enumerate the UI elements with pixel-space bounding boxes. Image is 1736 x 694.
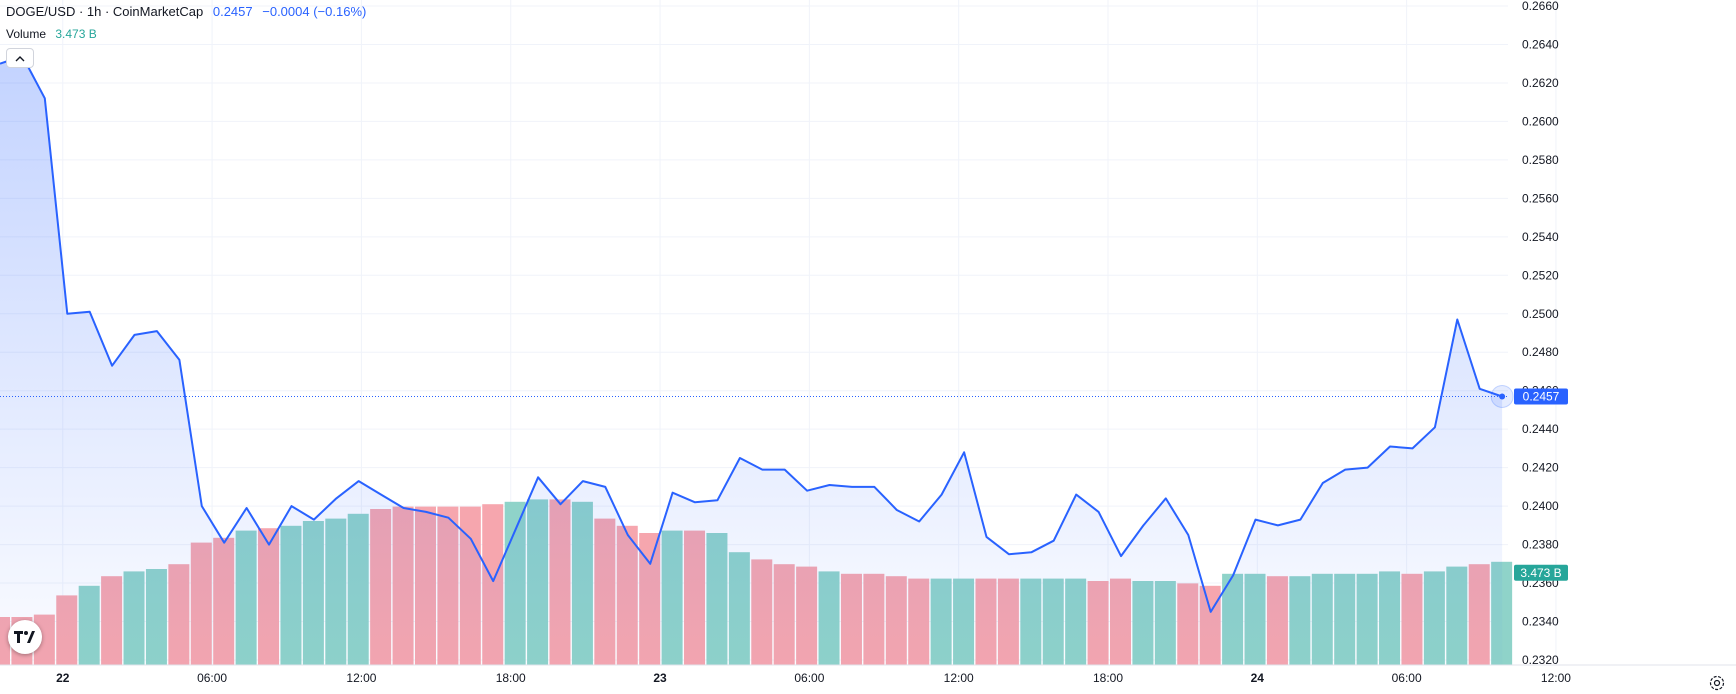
y-tick-label: 0.2440 [1522, 422, 1559, 436]
price-change: −0.0004 (−0.16%) [262, 4, 367, 19]
y-tick-label: 0.2660 [1522, 0, 1559, 13]
x-tick-label: 18:00 [1093, 671, 1123, 685]
x-tick-label: 12:00 [1541, 671, 1571, 685]
x-tick-label: 24 [1251, 671, 1265, 685]
collapse-legend-button[interactable] [6, 48, 34, 68]
y-tick-label: 0.2420 [1522, 461, 1559, 475]
y-tick-label: 0.2400 [1522, 499, 1559, 513]
y-tick-label: 0.2380 [1522, 538, 1559, 552]
price-tag: 0.2457 [1523, 389, 1560, 403]
x-tick-label: 06:00 [197, 671, 227, 685]
y-tick-label: 0.2540 [1522, 230, 1559, 244]
x-tick-label: 06:00 [1392, 671, 1422, 685]
y-tick-label: 0.2580 [1522, 153, 1559, 167]
x-tick-label: 12:00 [944, 671, 974, 685]
y-tick-label: 0.2320 [1522, 653, 1559, 667]
y-tick-label: 0.2340 [1522, 615, 1559, 629]
x-axis[interactable]: 22 06:00 12:00 18:00 23 06:00 12:00 18:00 24 06:0… [0, 664, 1736, 685]
y-tick-label: 0.2520 [1522, 268, 1559, 282]
price-line-path [0, 55, 1503, 613]
y-tick-label: 0.2620 [1522, 76, 1559, 90]
axis-tags: 0.2457 3.473 B [1514, 388, 1568, 581]
y-tick-label: 0.2480 [1522, 345, 1559, 359]
x-tick-label: 22 [56, 671, 70, 685]
chevron-up-icon [15, 55, 25, 61]
y-tick-label: 0.2500 [1522, 307, 1559, 321]
y-tick-label: 0.2600 [1522, 114, 1559, 128]
tradingview-logo-icon[interactable] [8, 620, 42, 654]
volume-legend[interactable]: Volume 3.473 B [6, 27, 103, 41]
volume-label: Volume [6, 27, 47, 41]
x-tick-label: 12:00 [346, 671, 376, 685]
tv-mark-icon [14, 631, 35, 643]
y-tick-label: 0.2640 [1522, 37, 1559, 51]
x-tick-label: 06:00 [794, 671, 824, 685]
y-tick-label: 0.2560 [1522, 191, 1559, 205]
volume-value: 3.473 B [55, 27, 97, 41]
volume-tag-bg [1514, 564, 1568, 581]
x-tick-label: 18:00 [496, 671, 526, 685]
x-tick-label: 23 [653, 671, 667, 685]
price-line [0, 55, 1514, 613]
price-area-fill [0, 56, 1503, 665]
last-price-dot [1499, 393, 1506, 400]
settings-icon[interactable] [1708, 674, 1726, 692]
y-axis[interactable]: 0.23200.23400.23600.23800.24000.24200.24… [1522, 0, 1559, 667]
last-price: 0.2457 [212, 4, 253, 19]
price-area [0, 56, 1503, 665]
price-tag-bg [1514, 388, 1568, 405]
symbol-legend[interactable]: DOGE/USD · 1h · CoinMarketCap 0.2457 −0.… [6, 4, 372, 19]
symbol-title[interactable]: DOGE/USD · 1h · CoinMarketCap [6, 4, 204, 19]
volume-tag: 3.473 B [1520, 566, 1561, 580]
